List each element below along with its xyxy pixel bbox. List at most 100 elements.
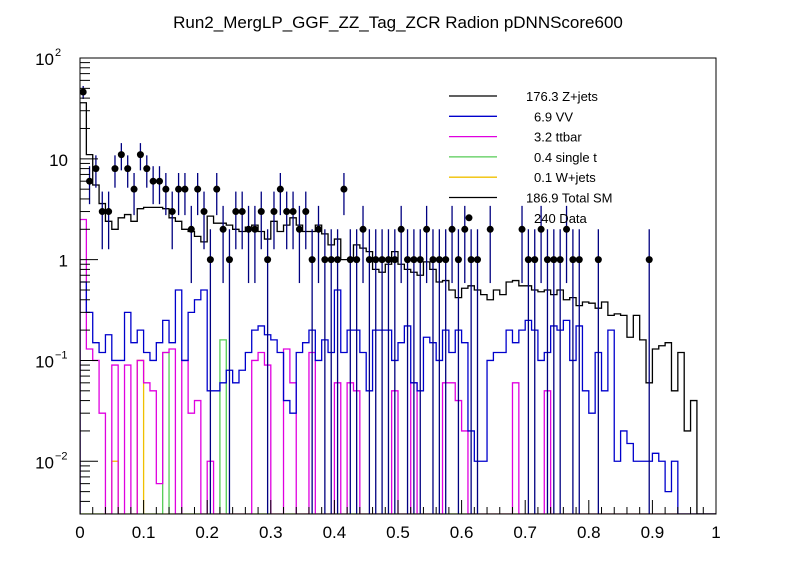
data-point [245, 205, 253, 284]
data-point [563, 205, 571, 284]
data-point [524, 229, 532, 514]
data-point [474, 229, 481, 514]
data-marker [410, 256, 418, 264]
x-tick-label: 0.3 [259, 523, 283, 542]
data-marker [143, 165, 151, 173]
x-axis: 0 0.1 0.2 0.3 0.4 0.5 0.6 0.7 0.8 0.9 1 [75, 500, 721, 542]
data-marker [435, 256, 443, 264]
data-point [257, 191, 265, 250]
data-point [175, 172, 183, 216]
data-marker [181, 185, 189, 193]
data-marker [289, 208, 297, 216]
data-marker [391, 256, 399, 264]
x-tick-label: 0.4 [323, 523, 347, 542]
data-point [429, 229, 437, 514]
data-marker [130, 185, 138, 193]
x-tick-label: 0.7 [513, 523, 537, 542]
data-marker [213, 185, 221, 193]
data-marker [384, 256, 392, 264]
x-tick-label: 0.8 [577, 523, 601, 542]
legend-entry: 186.9 Total SM [449, 191, 612, 206]
x-tick-label: 0.1 [132, 523, 156, 542]
data-point [327, 229, 335, 514]
y-tick-exponent: −1 [55, 349, 68, 361]
data-point [353, 229, 361, 514]
data-marker [302, 208, 310, 216]
data-marker [308, 256, 316, 264]
data-point [378, 229, 386, 514]
data-point [225, 229, 233, 514]
data-marker [531, 256, 539, 264]
legend-entry: 0.4 single t [449, 150, 597, 165]
data-point [486, 205, 494, 284]
data-marker [232, 208, 240, 216]
data-point [423, 205, 431, 284]
data-marker [461, 225, 469, 233]
legend-marker [465, 214, 473, 222]
data-point [187, 205, 195, 284]
y-tick-exponent: 2 [55, 47, 61, 59]
y-tick-label: 10 [35, 453, 54, 472]
x-tick-label: 1 [711, 523, 720, 542]
x-tick-label: 0.9 [641, 523, 665, 542]
data-marker [372, 256, 380, 264]
legend-label: 3.2 ttbar [534, 130, 582, 145]
data-point [149, 166, 157, 205]
data-marker [175, 185, 183, 193]
data-marker [136, 151, 144, 159]
legend-entry: 3.2 ttbar [449, 130, 582, 145]
data-point [315, 205, 322, 284]
data-marker [454, 256, 462, 264]
data-marker [276, 185, 284, 193]
data-point [531, 229, 539, 514]
data-marker [295, 225, 303, 233]
data-point [289, 191, 297, 250]
data-point [543, 229, 551, 514]
data-point [569, 229, 577, 514]
data-point [645, 229, 653, 514]
data-marker [359, 225, 367, 233]
data-point [556, 229, 564, 514]
data-point [98, 191, 106, 250]
data-point [111, 155, 119, 188]
x-tick-label: 0.6 [450, 523, 474, 542]
data-point [454, 229, 462, 514]
data-point [92, 155, 100, 188]
data-point [340, 172, 348, 216]
data-marker [194, 185, 202, 193]
histogram-ttbar [80, 218, 716, 514]
data-point [461, 205, 469, 284]
histogram-vv [80, 281, 716, 514]
data-marker [429, 256, 437, 264]
data-marker [550, 256, 558, 264]
data-point [283, 191, 291, 250]
data-point [143, 155, 151, 188]
data-marker [543, 256, 551, 264]
data-point [410, 229, 418, 514]
data-marker [353, 256, 361, 264]
data-marker [397, 225, 405, 233]
data-point [594, 229, 602, 514]
y-tick-label: 10 [35, 352, 54, 371]
data-marker [537, 225, 545, 233]
data-point [232, 191, 240, 250]
data-marker [238, 208, 246, 216]
data-marker [334, 256, 342, 264]
data-point [448, 205, 456, 284]
data-point [537, 205, 545, 284]
data-marker [423, 225, 431, 233]
data-marker [524, 256, 532, 264]
data-point [391, 229, 399, 514]
data-marker [467, 256, 475, 264]
data-marker [575, 256, 583, 264]
data-point [384, 229, 392, 514]
data-point [156, 166, 163, 205]
legend-entry: 6.9 VV [449, 109, 573, 124]
data-point [264, 229, 272, 514]
legend-label: 0.4 single t [534, 150, 597, 165]
data-point [136, 143, 144, 171]
data-marker [416, 256, 424, 264]
data-marker [448, 225, 456, 233]
data-marker [474, 256, 481, 264]
